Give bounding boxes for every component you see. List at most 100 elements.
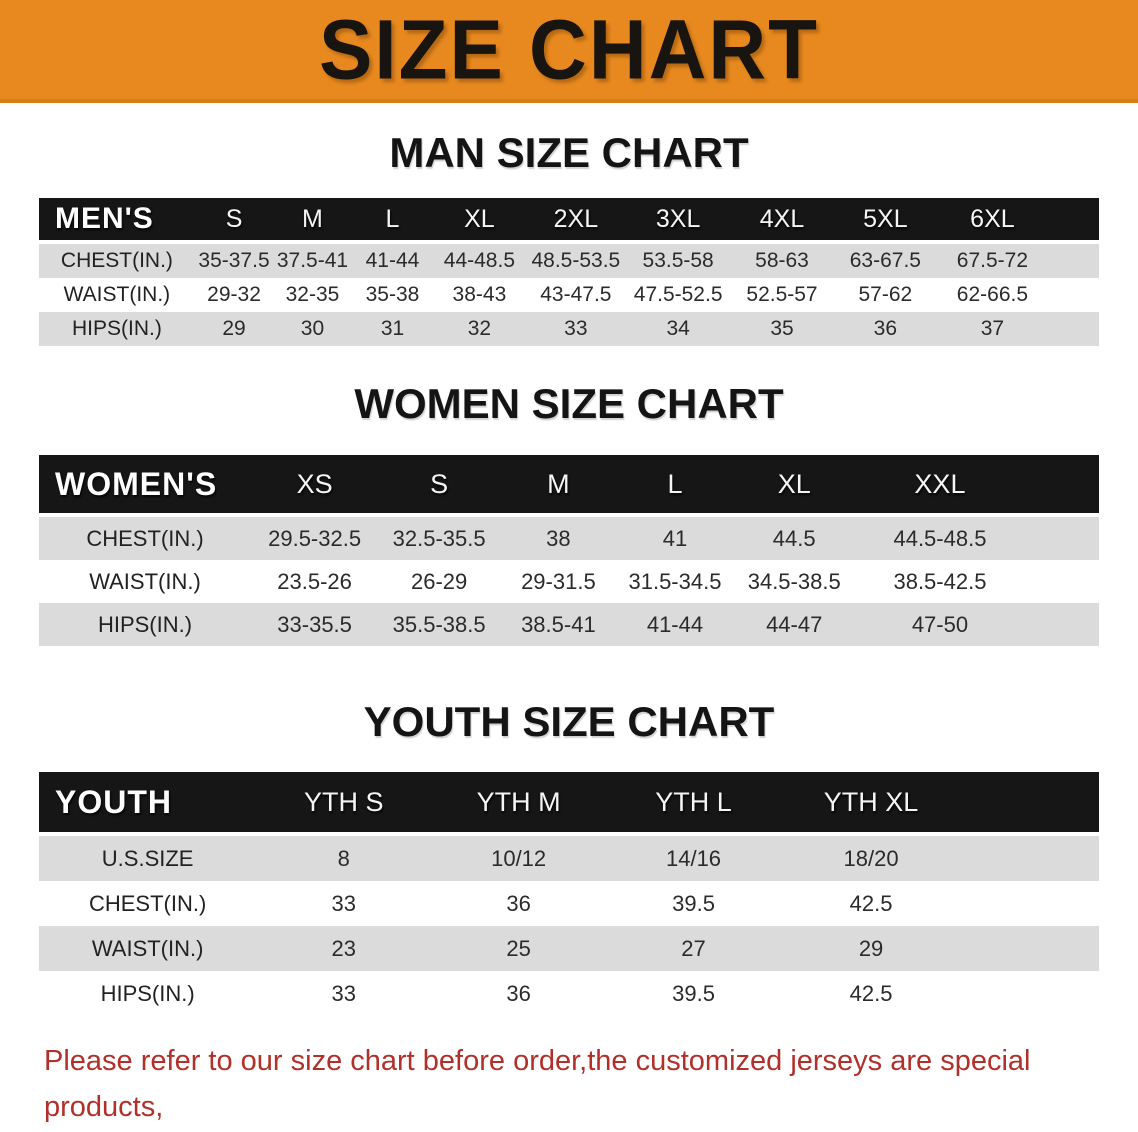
cell-value: 41-44	[616, 603, 734, 646]
youth-waist-row: WAIST(IN.) 23 25 27 29	[39, 926, 1099, 971]
cell-value: 44.5	[733, 517, 856, 560]
cell-value: 63-67.5	[833, 244, 937, 278]
column-header: L	[616, 455, 734, 517]
youth-section-heading: YOUTH SIZE CHART	[363, 698, 775, 745]
womens-hips-row: HIPS(IN.) 33-35.5 35.5-38.5 38.5-41 41-4…	[39, 603, 1099, 646]
cell-value: 47.5-52.5	[626, 278, 731, 312]
cell-spacer	[961, 971, 1099, 1016]
mens-hips-row: HIPS(IN.) 29 30 31 32 33 34 35 36 37	[39, 312, 1099, 346]
cell-value: 34	[626, 312, 731, 346]
row-label: CHEST(IN.)	[39, 881, 257, 926]
cell-value: 31	[351, 312, 434, 346]
cell-value: 29-32	[194, 278, 274, 312]
youth-size-table: YOUTH YTH S YTH M YTH L YTH XL U.S.SIZE …	[39, 772, 1099, 1016]
cell-value: 37.5-41	[273, 244, 352, 278]
column-header: 4XL	[730, 198, 834, 244]
cell-value: 29.5-32.5	[251, 517, 379, 560]
column-header: 5XL	[833, 198, 937, 244]
cell-value: 48.5-53.5	[525, 244, 627, 278]
column-header: XS	[251, 455, 379, 517]
cell-spacer	[1048, 278, 1099, 312]
womens-section-heading: WOMEN SIZE CHART	[354, 380, 784, 427]
youth-ussize-row: U.S.SIZE 8 10/12 14/16 18/20	[39, 836, 1099, 881]
cell-value: 38.5-42.5	[855, 560, 1025, 603]
column-header: YTH L	[606, 772, 781, 836]
cell-value: 33	[256, 881, 432, 926]
cell-value: 52.5-57	[730, 278, 834, 312]
cell-value: 39.5	[606, 971, 781, 1016]
cell-spacer	[1024, 517, 1099, 560]
cell-value: 41	[616, 517, 734, 560]
row-label: WAIST(IN.)	[39, 278, 195, 312]
size-chart-banner: SIZE CHART	[0, 0, 1138, 103]
cell-spacer	[1024, 560, 1099, 603]
cell-value: 42.5	[780, 971, 962, 1016]
column-header: 6XL	[936, 198, 1049, 244]
cell-value: 32.5-35.5	[378, 517, 501, 560]
mens-header-label: MEN'S	[39, 198, 195, 244]
cell-value: 35	[730, 312, 834, 346]
mens-waist-row: WAIST(IN.) 29-32 32-35 35-38 38-43 43-47…	[39, 278, 1099, 312]
header-spacer	[961, 772, 1099, 836]
column-header: 3XL	[626, 198, 731, 244]
youth-hips-row: HIPS(IN.) 33 36 39.5 42.5	[39, 971, 1099, 1016]
cell-value: 32	[433, 312, 526, 346]
header-spacer	[1024, 455, 1099, 517]
column-header: 2XL	[525, 198, 627, 244]
cell-value: 34.5-38.5	[733, 560, 856, 603]
cell-spacer	[961, 836, 1099, 881]
cell-value: 43-47.5	[525, 278, 627, 312]
cell-value: 32-35	[273, 278, 352, 312]
cell-value: 44.5-48.5	[855, 517, 1025, 560]
cell-value: 33	[525, 312, 627, 346]
cell-value: 30	[273, 312, 352, 346]
cell-value: 23	[256, 926, 432, 971]
cell-value: 8	[256, 836, 432, 881]
column-header: L	[351, 198, 434, 244]
column-header: YTH S	[256, 772, 432, 836]
header-spacer	[1048, 198, 1099, 244]
row-label: CHEST(IN.)	[39, 244, 195, 278]
cell-value: 38.5-41	[500, 603, 617, 646]
cell-value: 39.5	[606, 881, 781, 926]
cell-value: 44-48.5	[433, 244, 526, 278]
cell-value: 26-29	[378, 560, 501, 603]
mens-section-heading: MAN SIZE CHART	[389, 129, 749, 176]
cell-value: 36	[431, 971, 607, 1016]
cell-spacer	[961, 881, 1099, 926]
mens-chest-row: CHEST(IN.) 35-37.5 37.5-41 41-44 44-48.5…	[39, 244, 1099, 278]
cell-value: 53.5-58	[626, 244, 731, 278]
womens-header-label: WOMEN'S	[39, 455, 251, 517]
column-header: YTH XL	[780, 772, 962, 836]
cell-value: 44-47	[733, 603, 856, 646]
womens-chest-row: CHEST(IN.) 29.5-32.5 32.5-35.5 38 41 44.…	[39, 517, 1099, 560]
row-label: WAIST(IN.)	[39, 926, 257, 971]
womens-header-row: WOMEN'S XS S M L XL XXL	[39, 455, 1099, 517]
banner-title: SIZE CHART	[319, 1, 819, 97]
column-header: M	[500, 455, 617, 517]
cell-value: 41-44	[351, 244, 434, 278]
disclaimer-line-1: Please refer to our size chart before or…	[44, 1045, 1031, 1123]
column-header: M	[273, 198, 352, 244]
cell-value: 29	[780, 926, 962, 971]
cell-value: 25	[431, 926, 607, 971]
row-label: HIPS(IN.)	[39, 971, 257, 1016]
cell-value: 57-62	[833, 278, 937, 312]
cell-value: 37	[936, 312, 1049, 346]
cell-spacer	[1048, 312, 1099, 346]
cell-value: 38-43	[433, 278, 526, 312]
column-header: YTH M	[431, 772, 607, 836]
cell-value: 10/12	[431, 836, 607, 881]
cell-value: 42.5	[780, 881, 962, 926]
cell-value: 67.5-72	[936, 244, 1049, 278]
cell-value: 31.5-34.5	[616, 560, 734, 603]
column-header: XXL	[855, 455, 1025, 517]
cell-value: 35-37.5	[194, 244, 274, 278]
womens-size-table: WOMEN'S XS S M L XL XXL CHEST(IN.) 29.5-…	[39, 455, 1099, 646]
cell-spacer	[961, 926, 1099, 971]
youth-header-row: YOUTH YTH S YTH M YTH L YTH XL	[39, 772, 1099, 836]
cell-spacer	[1024, 603, 1099, 646]
cell-value: 36	[833, 312, 937, 346]
cell-value: 29	[194, 312, 274, 346]
mens-size-table: MEN'S S M L XL 2XL 3XL 4XL 5XL 6XL CHEST…	[39, 198, 1099, 346]
